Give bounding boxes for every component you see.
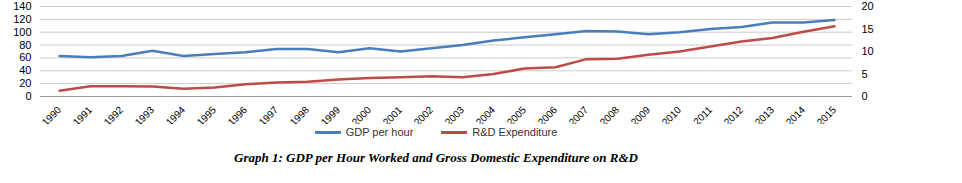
svg-text:2010: 2010 (660, 104, 684, 124)
svg-text:40: 40 (19, 64, 31, 76)
svg-text:1994: 1994 (164, 104, 188, 124)
svg-text:15: 15 (862, 23, 874, 35)
svg-text:0: 0 (25, 90, 31, 102)
svg-text:0: 0 (862, 90, 868, 102)
svg-text:1993: 1993 (133, 104, 157, 124)
html-text:Graph 1: GDP per Hour Worked a: Graph 1: GDP per Hour Worked and Gross D… (234, 150, 638, 165)
svg-text:60: 60 (19, 51, 31, 63)
svg-text:120: 120 (13, 13, 31, 25)
svg-text:1999: 1999 (319, 104, 343, 124)
svg-text:20: 20 (19, 77, 31, 89)
svg-text:80: 80 (19, 39, 31, 51)
svg-text:100: 100 (13, 26, 31, 38)
svg-text:1990: 1990 (40, 104, 64, 124)
svg-text:2003: 2003 (443, 104, 467, 124)
svg-text:1997: 1997 (257, 104, 281, 124)
svg-text:2014: 2014 (784, 104, 808, 124)
svg-text:5: 5 (862, 68, 868, 80)
svg-text:20: 20 (862, 0, 874, 12)
svg-text:1991: 1991 (71, 104, 95, 124)
svg-text:2006: 2006 (536, 104, 560, 124)
svg-text:2005: 2005 (505, 104, 529, 124)
svg-text:1998: 1998 (288, 104, 312, 124)
svg-text:2009: 2009 (629, 104, 653, 124)
svg-text:10: 10 (862, 45, 874, 57)
svg-text:2004: 2004 (474, 104, 498, 124)
svg-text:140: 140 (13, 0, 31, 12)
svg-text:1992: 1992 (102, 104, 126, 124)
html-text:R&D Expenditure: R&D Expenditure (472, 126, 558, 138)
svg-text:2007: 2007 (567, 104, 591, 124)
svg-text:1996: 1996 (226, 104, 250, 124)
svg-text:2013: 2013 (753, 104, 777, 124)
html-text:GDP per hour: GDP per hour (345, 126, 414, 138)
svg-text:2015: 2015 (815, 104, 839, 124)
svg-text:2011: 2011 (691, 104, 714, 124)
svg-text:2000: 2000 (350, 104, 374, 124)
svg-text:1995: 1995 (195, 104, 219, 124)
svg-text:2008: 2008 (598, 104, 622, 124)
svg-text:2001: 2001 (381, 104, 405, 124)
svg-text:2012: 2012 (722, 104, 746, 124)
svg-text:2002: 2002 (412, 104, 436, 124)
